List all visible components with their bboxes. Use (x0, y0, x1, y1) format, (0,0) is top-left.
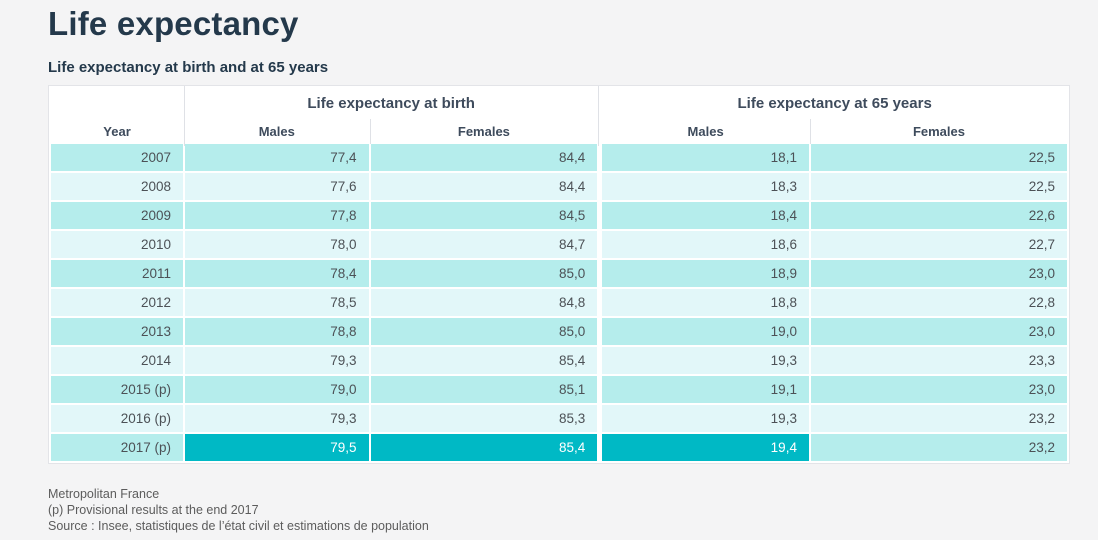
value-cell[interactable]: 79,0 (185, 376, 369, 403)
table-row: 2016 (p) 79,3 85,3 19,3 23,2 (51, 405, 1067, 432)
table-row: 2009 77,8 84,5 18,4 22,6 (51, 202, 1067, 229)
year-cell[interactable]: 2017 (p) (51, 434, 184, 461)
value-cell[interactable]: 18,6 (599, 231, 809, 258)
table-row: 2015 (p) 79,0 85,1 19,1 23,0 (51, 376, 1067, 403)
year-cell[interactable]: 2009 (51, 202, 184, 229)
footer-source-note: Source : Insee, statistiques de l’état c… (48, 519, 429, 533)
year-cell[interactable]: 2012 (51, 289, 184, 316)
table-body: 2007 77,4 84,4 18,1 22,5 2008 77,6 84,4 18,3 22,5… (51, 144, 1067, 461)
value-cell[interactable]: 23,0 (810, 376, 1067, 403)
year-group-header-empty (51, 86, 186, 146)
table-row: 2014 79,3 85,4 19,3 23,3 (51, 347, 1067, 374)
table-subtitle: Life expectancy at birth and at 65 years (48, 59, 329, 76)
value-cell[interactable]: 18,9 (599, 260, 809, 287)
value-cell[interactable]: 19,3 (599, 405, 809, 432)
group-header-65-years: Life expectancy at 65 years (599, 88, 1067, 119)
group-header-birth: Life expectancy at birth (185, 86, 600, 146)
value-cell[interactable]: 84,4 (370, 173, 598, 200)
value-cell[interactable]: 85,0 (370, 260, 598, 287)
table-footer: Metropolitan France (p) Provisional resu… (48, 486, 1070, 534)
column-header-females-birth: Females (370, 121, 598, 142)
value-cell[interactable]: 22,8 (810, 289, 1067, 316)
value-cell[interactable]: 84,7 (370, 231, 598, 258)
table-row: 2012 78,5 84,8 18,8 22,8 (51, 289, 1067, 316)
year-cell[interactable]: 2013 (51, 318, 184, 345)
year-cell[interactable]: 2014 (51, 347, 184, 374)
value-cell[interactable]: 85,0 (370, 318, 598, 345)
column-header-females-65: Females (810, 121, 1067, 142)
value-cell[interactable]: 19,3 (599, 347, 809, 374)
page-content: Life expectancy Life expectancy at birth… (48, 0, 1070, 534)
year-cell[interactable]: 2016 (p) (51, 405, 184, 432)
value-cell[interactable]: 85,1 (370, 376, 598, 403)
value-cell[interactable]: 22,5 (810, 144, 1067, 171)
value-cell[interactable]: 23,0 (810, 260, 1067, 287)
table-row: 2011 78,4 85,0 18,9 23,0 (51, 260, 1067, 287)
table-column-header-row: Year Males Females Males Females (51, 119, 1067, 144)
table-row: 2013 78,8 85,0 19,0 23,0 (51, 318, 1067, 345)
value-cell[interactable]: 77,4 (185, 144, 369, 171)
value-cell[interactable]: 19,0 (599, 318, 809, 345)
value-cell[interactable]: 23,0 (810, 318, 1067, 345)
value-cell[interactable]: 78,4 (185, 260, 369, 287)
value-cell[interactable]: 79,5 (185, 434, 369, 461)
value-cell[interactable]: 18,4 (599, 202, 809, 229)
value-cell[interactable]: 79,3 (185, 347, 369, 374)
value-cell[interactable]: 18,8 (599, 289, 809, 316)
column-header-males-65: Males (599, 119, 811, 144)
value-cell[interactable]: 22,7 (810, 231, 1067, 258)
footer-provisional-note: (p) Provisional results at the end 2017 (48, 503, 259, 517)
value-cell[interactable]: 78,8 (185, 318, 369, 345)
value-cell[interactable]: 78,0 (185, 231, 369, 258)
table-row: 2017 (p) 79,5 85,4 19,4 23,2 (51, 434, 1067, 461)
value-cell[interactable]: 22,6 (810, 202, 1067, 229)
value-cell[interactable]: 23,2 (810, 434, 1067, 461)
value-cell[interactable]: 19,4 (599, 434, 809, 461)
page-title: Life expectancy (48, 5, 299, 42)
life-expectancy-table: Life expectancy at birth Life expectancy… (48, 85, 1070, 464)
table-row: 2008 77,6 84,4 18,3 22,5 (51, 173, 1067, 200)
table-group-header-row: Life expectancy at birth Life expectancy… (51, 86, 1067, 146)
value-cell[interactable]: 84,4 (370, 144, 598, 171)
value-cell[interactable]: 84,8 (370, 289, 598, 316)
value-cell[interactable]: 77,6 (185, 173, 369, 200)
value-cell[interactable]: 78,5 (185, 289, 369, 316)
value-cell[interactable]: 85,4 (370, 347, 598, 374)
year-cell[interactable]: 2015 (p) (51, 376, 184, 403)
year-cell[interactable]: 2010 (51, 231, 184, 258)
year-cell[interactable]: 2011 (51, 260, 184, 287)
value-cell[interactable]: 22,5 (810, 173, 1067, 200)
value-cell[interactable]: 85,3 (370, 405, 598, 432)
value-cell[interactable]: 77,8 (185, 202, 369, 229)
value-cell[interactable]: 18,3 (599, 173, 809, 200)
column-header-males-birth: Males (185, 119, 371, 144)
value-cell[interactable]: 23,2 (810, 405, 1067, 432)
value-cell[interactable]: 84,5 (370, 202, 598, 229)
value-cell[interactable]: 23,3 (810, 347, 1067, 374)
footer-geography-note: Metropolitan France (48, 487, 160, 501)
table-row: 2007 77,4 84,4 18,1 22,5 (51, 144, 1067, 171)
table-row: 2010 78,0 84,7 18,6 22,7 (51, 231, 1067, 258)
value-cell[interactable]: 19,1 (599, 376, 809, 403)
year-cell[interactable]: 2008 (51, 173, 184, 200)
value-cell[interactable]: 85,4 (370, 434, 598, 461)
year-cell[interactable]: 2007 (51, 144, 184, 171)
value-cell[interactable]: 18,1 (599, 144, 809, 171)
column-header-year: Year (51, 119, 186, 144)
value-cell[interactable]: 79,3 (185, 405, 369, 432)
